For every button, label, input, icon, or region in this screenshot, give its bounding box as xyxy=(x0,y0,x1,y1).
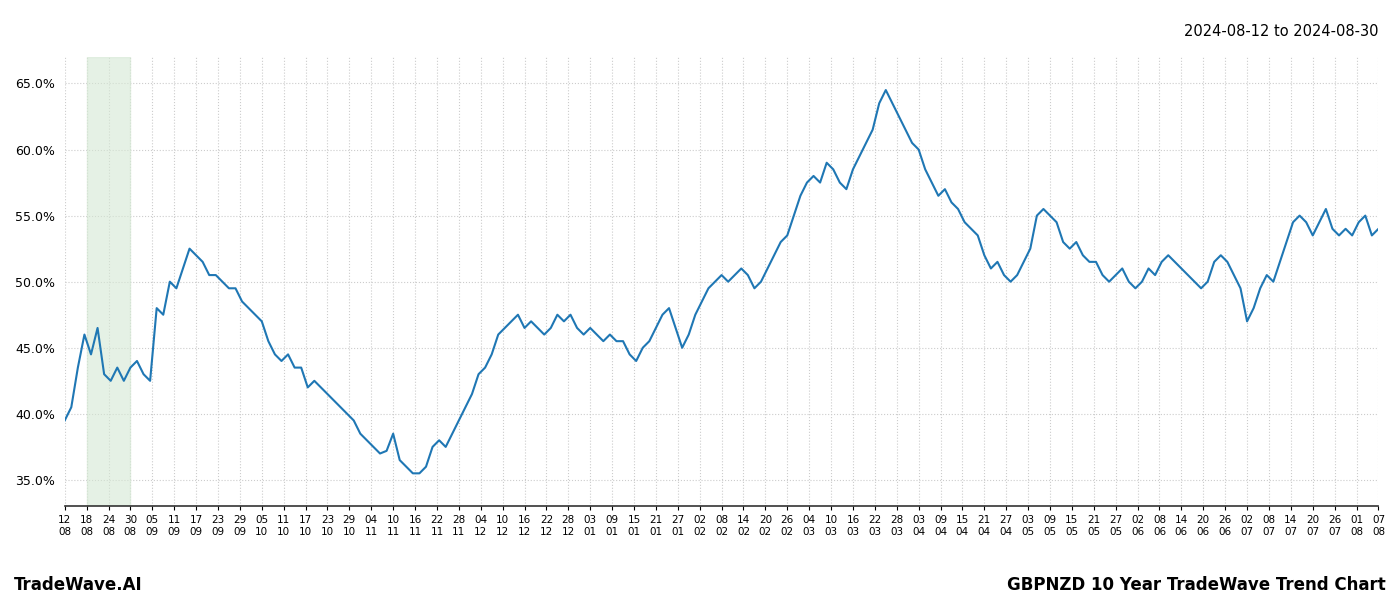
Text: 2024-08-12 to 2024-08-30: 2024-08-12 to 2024-08-30 xyxy=(1184,24,1379,39)
Bar xyxy=(87,57,130,506)
Text: TradeWave.AI: TradeWave.AI xyxy=(14,576,143,594)
Text: GBPNZD 10 Year TradeWave Trend Chart: GBPNZD 10 Year TradeWave Trend Chart xyxy=(1007,576,1386,594)
